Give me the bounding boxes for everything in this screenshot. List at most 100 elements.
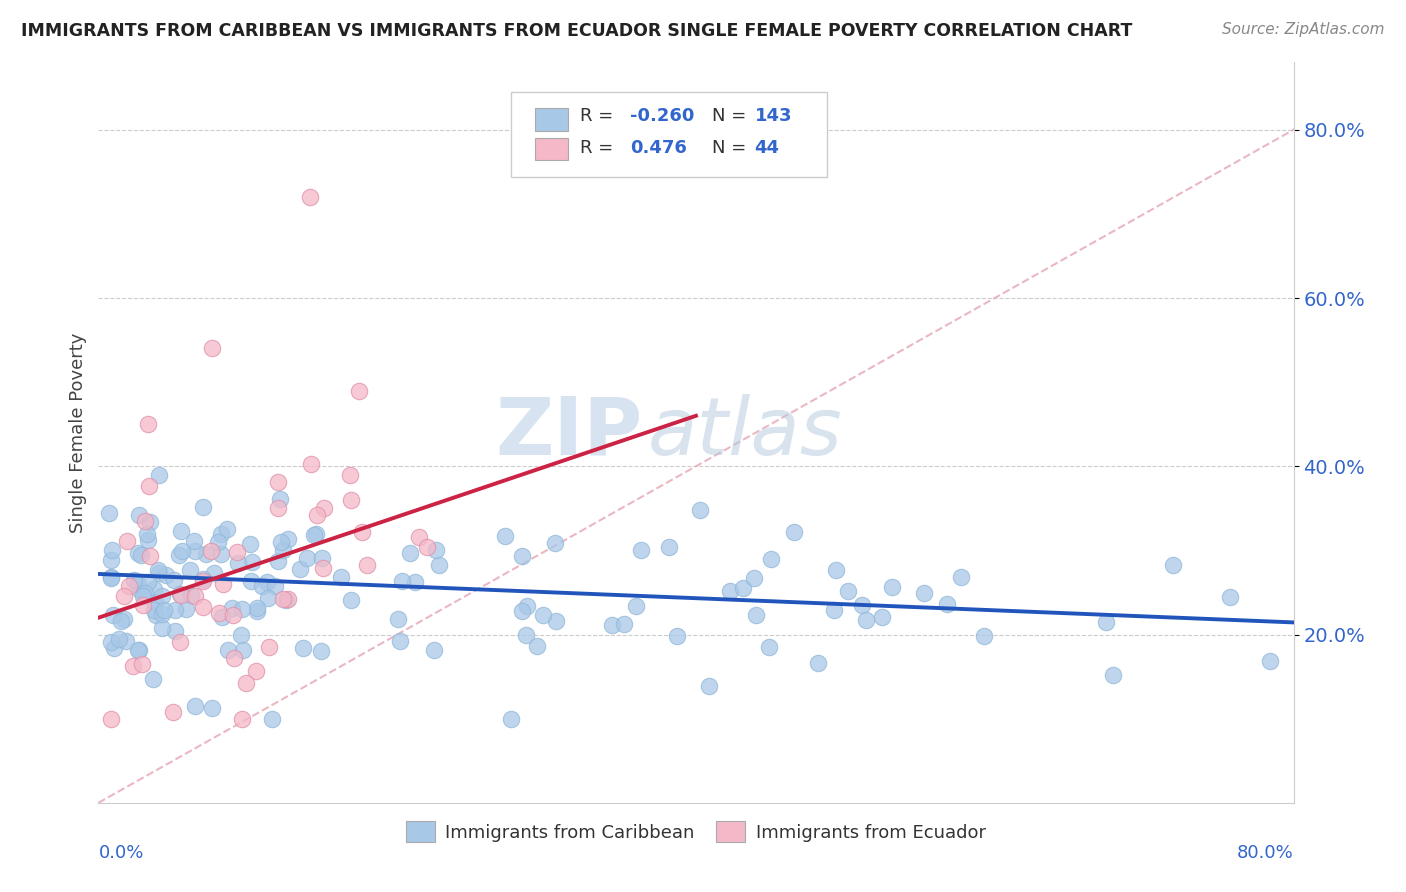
Point <box>292 641 315 656</box>
Point <box>226 557 249 571</box>
Point <box>263 579 285 593</box>
Point <box>494 529 516 543</box>
Point <box>142 672 165 686</box>
Point <box>257 640 280 654</box>
Point <box>170 524 193 539</box>
Point <box>167 548 190 562</box>
Point <box>277 592 299 607</box>
Point <box>107 632 129 646</box>
Point <box>183 534 205 549</box>
Point <box>387 612 409 626</box>
Point <box>416 540 439 554</box>
Point <box>201 701 224 715</box>
Point <box>174 602 197 616</box>
Point <box>136 575 159 590</box>
Point <box>184 698 207 713</box>
Point <box>311 561 333 575</box>
Point <box>855 613 877 627</box>
Point <box>231 602 253 616</box>
Point <box>240 555 263 569</box>
Point <box>180 588 202 602</box>
Point <box>148 563 170 577</box>
Point <box>169 587 191 601</box>
Point <box>139 549 162 564</box>
Point <box>139 515 162 529</box>
Point <box>191 572 214 586</box>
Point <box>127 546 149 560</box>
Point <box>215 522 238 536</box>
Point <box>221 600 243 615</box>
Text: N =: N = <box>711 108 745 126</box>
Point <box>145 607 167 622</box>
Point <box>546 615 568 629</box>
Point <box>311 550 333 565</box>
Point <box>136 526 159 541</box>
Point <box>515 628 537 642</box>
Point <box>658 541 681 555</box>
Point <box>131 589 153 603</box>
Point <box>531 607 554 622</box>
Text: IMMIGRANTS FROM CARIBBEAN VS IMMIGRANTS FROM ECUADOR SINGLE FEMALE POVERTY CORRE: IMMIGRANTS FROM CARIBBEAN VS IMMIGRANTS … <box>21 22 1132 40</box>
Point <box>170 544 193 558</box>
Point <box>356 558 378 572</box>
Point <box>103 641 125 656</box>
Point <box>783 524 806 539</box>
Point <box>225 545 247 559</box>
Text: 0.476: 0.476 <box>630 138 688 157</box>
Point <box>501 712 523 726</box>
Text: R =: R = <box>581 108 613 126</box>
Point <box>742 571 765 585</box>
Point <box>240 574 263 588</box>
Text: R =: R = <box>581 138 613 157</box>
Point <box>118 579 141 593</box>
Point <box>302 528 325 542</box>
Point <box>689 503 711 517</box>
Point <box>602 617 624 632</box>
Point <box>398 546 420 560</box>
Point <box>352 524 374 539</box>
Point <box>329 569 352 583</box>
Point <box>122 659 145 673</box>
Point <box>165 624 187 638</box>
Point <box>101 608 124 623</box>
Point <box>516 599 538 613</box>
Point <box>973 629 995 643</box>
Point <box>100 570 122 584</box>
Point <box>267 554 290 568</box>
Point <box>340 492 363 507</box>
Point <box>200 544 222 558</box>
Point <box>297 551 319 566</box>
Text: Source: ZipAtlas.com: Source: ZipAtlas.com <box>1222 22 1385 37</box>
Point <box>148 566 170 580</box>
Point <box>115 534 138 549</box>
Point <box>183 543 205 558</box>
Point <box>134 514 156 528</box>
Point <box>128 582 150 597</box>
Point <box>152 621 174 635</box>
Point <box>427 558 450 573</box>
Point <box>207 535 229 549</box>
Point <box>100 571 122 585</box>
Point <box>136 533 159 547</box>
Point <box>165 603 187 617</box>
Point <box>510 549 533 563</box>
Text: 0.0%: 0.0% <box>98 844 143 862</box>
Point <box>217 643 239 657</box>
Point <box>1258 654 1281 668</box>
Point <box>425 542 447 557</box>
Point <box>389 633 412 648</box>
Point <box>150 589 173 603</box>
Point <box>132 598 155 612</box>
Text: 80.0%: 80.0% <box>1237 844 1294 862</box>
Point <box>143 595 166 609</box>
Point <box>246 604 269 618</box>
Point <box>201 342 224 356</box>
Legend: Immigrants from Caribbean, Immigrants from Ecuador: Immigrants from Caribbean, Immigrants fr… <box>398 814 994 849</box>
FancyBboxPatch shape <box>510 92 827 178</box>
Point <box>256 574 278 589</box>
Text: N =: N = <box>711 138 745 157</box>
Point <box>624 599 647 614</box>
Point <box>100 712 122 726</box>
Point <box>613 616 636 631</box>
Point <box>733 581 755 595</box>
